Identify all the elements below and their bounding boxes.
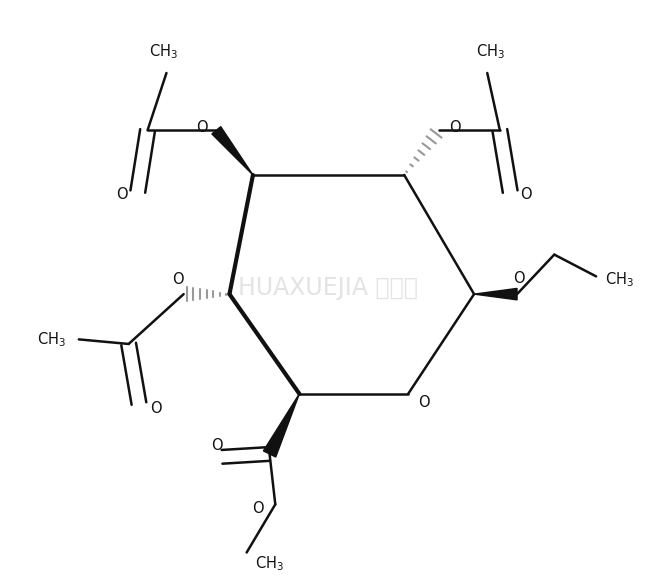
Text: O: O bbox=[212, 438, 223, 453]
Text: CH$_3$: CH$_3$ bbox=[476, 42, 504, 61]
Text: O: O bbox=[172, 272, 184, 287]
Text: CH$_3$: CH$_3$ bbox=[605, 270, 634, 288]
Text: CH$_3$: CH$_3$ bbox=[37, 330, 66, 349]
Text: O: O bbox=[150, 400, 162, 415]
Text: O: O bbox=[520, 187, 532, 202]
Text: O: O bbox=[253, 501, 264, 516]
Text: O: O bbox=[116, 187, 127, 202]
Text: CH$_3$: CH$_3$ bbox=[149, 42, 178, 61]
Text: O: O bbox=[514, 271, 525, 286]
Text: HUAXUEJIA 化学加: HUAXUEJIA 化学加 bbox=[238, 276, 418, 300]
Polygon shape bbox=[212, 126, 253, 175]
Text: O: O bbox=[196, 120, 208, 135]
Text: CH$_3$: CH$_3$ bbox=[255, 554, 284, 574]
Text: O: O bbox=[449, 120, 461, 135]
Polygon shape bbox=[264, 394, 299, 457]
Polygon shape bbox=[474, 288, 517, 300]
Text: O: O bbox=[419, 395, 430, 410]
